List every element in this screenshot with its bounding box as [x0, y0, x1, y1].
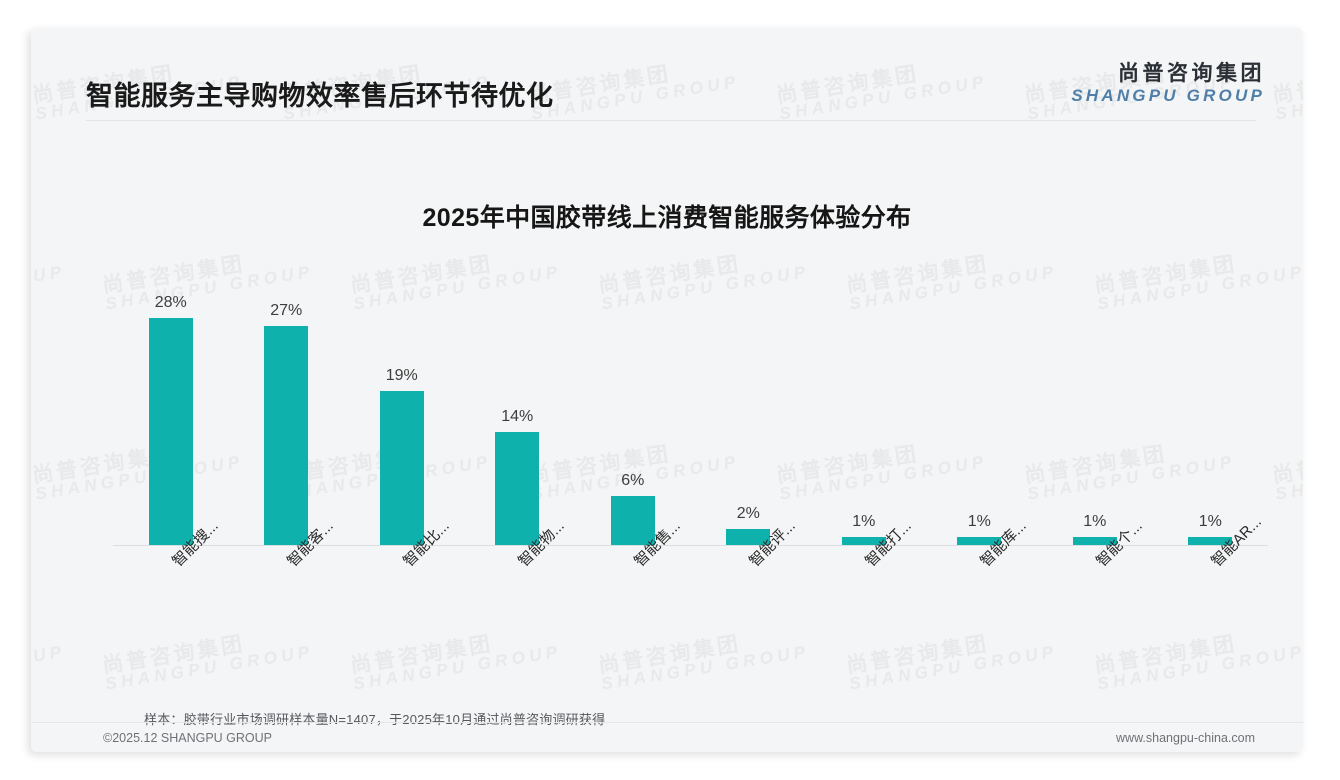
bar[interactable]	[148, 318, 193, 545]
x-axis-label-slot: 智能AR...	[1153, 513, 1269, 648]
x-axis-label-slot: 智能评...	[691, 517, 807, 648]
bar-slot: 28%	[113, 268, 229, 545]
bar-value-label: 1%	[1083, 513, 1107, 530]
chart-block: 2025年中国胶带线上消费智能服务体验分布 28% 27% 19% 14% 6% 2% 1%…	[31, 120, 1303, 695]
bar-slot: 1%	[806, 268, 922, 545]
bar-slot: 27%	[229, 268, 345, 545]
bar-slot: 19%	[344, 268, 460, 545]
bar-value-label: 1%	[967, 513, 991, 530]
header-divider	[86, 120, 1256, 121]
bar-value-label: 1%	[1198, 513, 1222, 530]
bar[interactable]	[264, 326, 309, 545]
copyright-text: ©2025.12 SHANGPU GROUP	[103, 731, 272, 745]
bottom-divider	[31, 722, 1303, 723]
bar[interactable]	[379, 391, 424, 545]
bar-value-label: 1%	[852, 513, 876, 530]
x-axis-label-slot: 智能售...	[575, 517, 691, 648]
bar[interactable]	[1188, 537, 1233, 545]
page-title: 智能服务主导购物效率售后环节待优化	[86, 81, 554, 111]
bar-value-label: 6%	[621, 472, 645, 489]
chart-baseline-axis	[113, 545, 1268, 546]
x-axis-label-slot: 智能搜...	[113, 517, 229, 648]
brand-name-cn: 尚普咨询集团	[1118, 62, 1265, 85]
bar[interactable]	[1072, 537, 1117, 545]
sample-note: 样本：胶带行业市场调研样本量N=1407，于2025年10月通过尚普咨询调研获得	[144, 712, 606, 727]
bar-slot: 14%	[460, 268, 576, 545]
bar-value-label: 27%	[270, 302, 303, 319]
bar-slot: 2%	[691, 268, 807, 545]
x-axis-label-slot: 智能打...	[806, 517, 922, 648]
bar[interactable]	[726, 529, 771, 545]
bar-series: 28% 27% 19% 14% 6% 2% 1% 1% 1% 1%	[113, 268, 1268, 545]
x-axis-label-slot: 智能物...	[460, 517, 576, 648]
bar[interactable]	[957, 537, 1002, 545]
x-axis-labels-inner: 智能搜... 智能客... 智能比... 智能物... 智能售... 智能评... 智能打.…	[113, 513, 1269, 648]
slide-header: 智能服务主导购物效率售后环节待优化	[31, 28, 1303, 120]
bar-value-label: 2%	[736, 505, 760, 522]
brand-logo: 尚普咨询集团 SHANGPU GROUP	[1071, 62, 1265, 106]
x-axis-label-slot: 智能库...	[922, 517, 1038, 648]
x-axis-label-slot: 智能个...	[1037, 517, 1153, 648]
bottom-bar: ©2025.12 SHANGPU GROUP www.shangpu-china…	[31, 722, 1303, 752]
website-text: www.shangpu-china.com	[1116, 731, 1255, 745]
bar-chart-plot-area: 28% 27% 19% 14% 6% 2% 1% 1% 1% 1%	[79, 268, 1269, 546]
bar-slot: 1%	[1153, 268, 1269, 545]
bar-slot: 1%	[922, 268, 1038, 545]
slide-card: 尚普咨询集团 SHANGPU GROUP 尚普咨询集团 SHANGPU GROUP 尚普…	[31, 28, 1303, 752]
x-axis-labels: 智能搜... 智能客... 智能比... 智能物... 智能售... 智能评... 智能打.…	[79, 513, 1269, 648]
bar-value-label: 28%	[154, 294, 187, 311]
bar[interactable]	[495, 432, 540, 545]
chart-title: 2025年中国胶带线上消费智能服务体验分布	[422, 204, 912, 232]
bar-value-label: 19%	[385, 367, 418, 384]
x-axis-label-slot: 智能客...	[229, 517, 345, 648]
x-axis-label-slot: 智能比...	[344, 517, 460, 648]
bar-value-label: 14%	[501, 408, 534, 425]
bar[interactable]	[841, 537, 886, 545]
bar-slot: 1%	[1037, 268, 1153, 545]
bar-slot: 6%	[575, 268, 691, 545]
bar[interactable]	[610, 496, 655, 545]
brand-name-en: SHANGPU GROUP	[1071, 86, 1265, 106]
